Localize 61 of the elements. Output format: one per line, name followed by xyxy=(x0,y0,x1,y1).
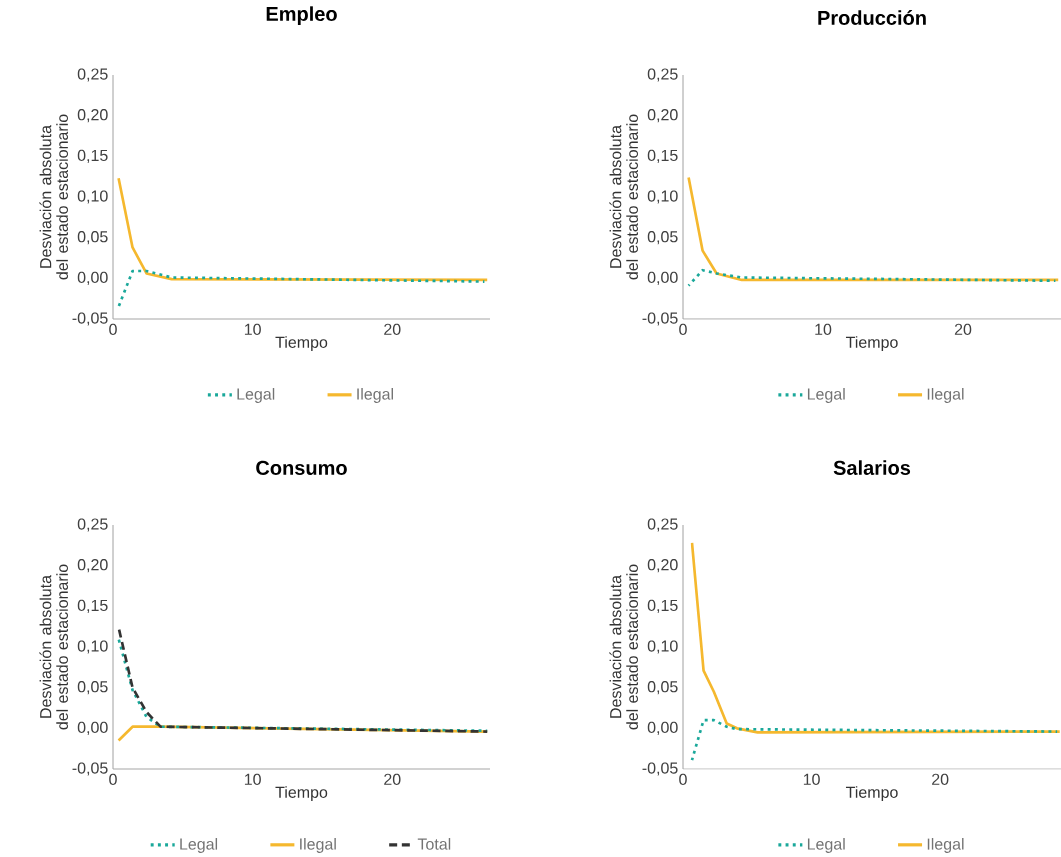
y-tick-label: 0,00 xyxy=(647,271,678,285)
y-tick-label: 0,10 xyxy=(77,640,108,654)
legend-label: Ilegal xyxy=(300,838,336,853)
y-tick-label: 0,05 xyxy=(77,231,108,245)
y-tick-label: 0,20 xyxy=(647,559,678,573)
legend-label: Legal xyxy=(807,388,845,403)
y-tick-label: 0,00 xyxy=(647,721,678,735)
legend-label: Ilegal xyxy=(357,388,393,403)
chart-title: Salarios xyxy=(833,460,911,475)
x-axis-title: Tiempo xyxy=(845,786,898,802)
y-axis-title: Desviación absoluta del estado estacionario xyxy=(39,114,68,280)
x-tick-label: 10 xyxy=(815,323,832,336)
x-axis-title: Tiempo xyxy=(275,336,328,352)
y-tick-label: 0,20 xyxy=(647,109,678,123)
x-tick-label: 20 xyxy=(954,323,972,336)
x-tick-label: 20 xyxy=(384,323,401,336)
y-tick-label: 0,25 xyxy=(647,518,678,532)
y-tick-label: 0,05 xyxy=(77,681,108,695)
chart-title: Empleo xyxy=(266,6,337,25)
x-tick-label: 10 xyxy=(803,773,820,786)
y-tick-label: -0,05 xyxy=(72,762,108,776)
y-tick-label: -0,05 xyxy=(72,312,108,326)
y-tick-label: 0,10 xyxy=(647,190,678,204)
y-axis-title: Desviación absoluta del estado estacionario xyxy=(39,564,68,730)
y-tick-label: 0,15 xyxy=(647,599,678,613)
x-tick-label: 0 xyxy=(679,773,687,786)
y-tick-label: 0,10 xyxy=(77,190,108,204)
y-tick-label: 0,15 xyxy=(77,149,108,163)
legend-label: Ilegal xyxy=(927,838,964,853)
x-tick-label: 0 xyxy=(109,773,117,786)
y-tick-label: -0,05 xyxy=(642,312,678,326)
x-tick-label: 0 xyxy=(679,323,687,336)
legend-label: Legal xyxy=(180,838,218,853)
y-tick-label: 0,20 xyxy=(77,559,108,573)
y-tick-label: 0,25 xyxy=(77,68,108,82)
x-axis-title: Tiempo xyxy=(845,336,898,352)
y-axis-title: Desviación absoluta del estado estacionario xyxy=(609,564,638,730)
x-tick-label: 0 xyxy=(109,323,117,336)
legend-label: Legal xyxy=(807,838,845,853)
x-tick-label: 10 xyxy=(244,773,261,786)
y-tick-label: 0,15 xyxy=(647,149,678,163)
x-axis-title: Tiempo xyxy=(275,786,328,802)
y-tick-label: 0,20 xyxy=(77,109,108,123)
x-tick-label: 10 xyxy=(244,323,261,336)
legend-label: Ilegal xyxy=(927,388,964,403)
y-tick-label: 0,05 xyxy=(647,681,678,695)
y-tick-label: 0,25 xyxy=(647,68,678,82)
y-tick-label: 0,00 xyxy=(77,271,108,285)
y-tick-label: -0,05 xyxy=(642,762,678,776)
chart-title: Consumo xyxy=(256,460,347,475)
legend-label: Legal xyxy=(237,388,275,403)
y-tick-label: 0,25 xyxy=(77,518,108,532)
y-tick-label: 0,00 xyxy=(77,721,108,735)
y-tick-label: 0,05 xyxy=(647,231,678,245)
legend-label: Total xyxy=(417,838,451,850)
chart-title: Producción xyxy=(818,10,926,25)
y-axis-title: Desviación absoluta del estado estacionario xyxy=(609,114,638,280)
y-tick-label: 0,10 xyxy=(647,640,678,654)
x-tick-label: 20 xyxy=(384,773,401,786)
y-tick-label: 0,15 xyxy=(77,599,108,613)
x-tick-label: 20 xyxy=(932,773,949,786)
